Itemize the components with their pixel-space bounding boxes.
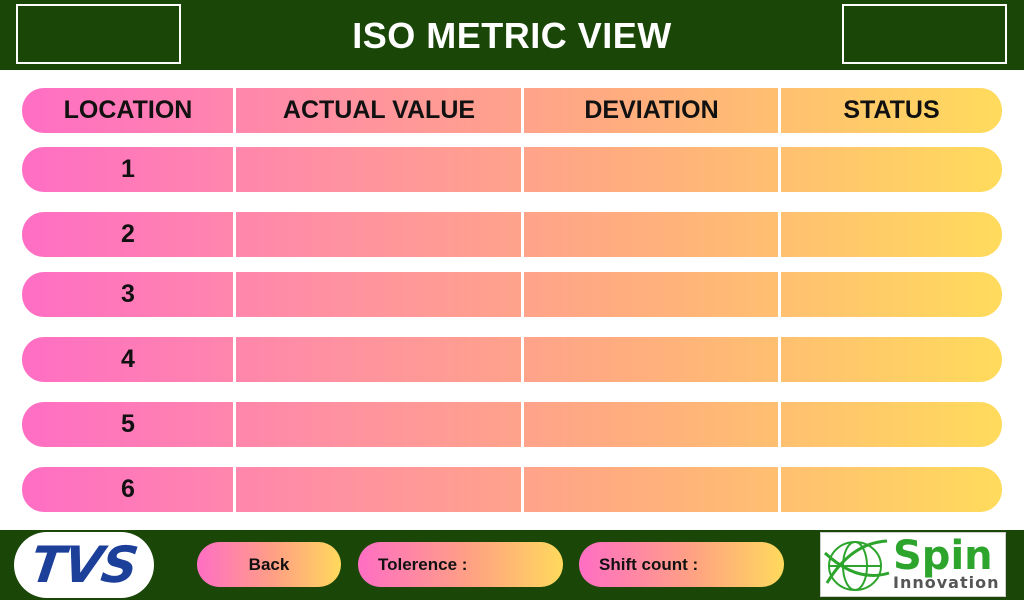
cell-location: 6: [121, 475, 135, 503]
cell-deviation: [524, 337, 779, 382]
cell-location: 2: [121, 220, 135, 248]
cell-status: [781, 147, 1002, 192]
column-separator: [778, 147, 781, 192]
table-row: 2: [22, 212, 1002, 257]
table-row: 4: [22, 337, 1002, 382]
spin-logo-text: Spin: [893, 533, 993, 579]
cell-deviation: [524, 402, 779, 447]
column-header-actual-value: ACTUAL VALUE: [282, 96, 476, 124]
back-button[interactable]: Back: [197, 542, 341, 587]
tolerance-label: Tolerence :: [378, 554, 468, 574]
column-separator: [233, 467, 236, 512]
spin-innovation-logo: Spin Innovation: [820, 532, 1006, 597]
cell-status: [781, 212, 1002, 257]
column-separator: [233, 272, 236, 317]
column-separator: [521, 467, 524, 512]
column-separator: [778, 212, 781, 257]
column-separator: [233, 212, 236, 257]
column-separator: [521, 147, 524, 192]
column-separator: [521, 272, 524, 317]
column-separator: [778, 88, 781, 133]
cell-location: 1: [121, 155, 135, 183]
column-separator: [521, 402, 524, 447]
tolerance-field[interactable]: Tolerence :: [358, 542, 563, 587]
header-right-box: [842, 4, 1007, 64]
table-header-row: LOCATION ACTUAL VALUE DEVIATION STATUS: [22, 88, 1002, 133]
cell-actual-value: [236, 337, 522, 382]
shift-count-label: Shift count :: [599, 554, 699, 574]
cell-deviation: [524, 212, 779, 257]
header-left-box: [16, 4, 181, 64]
table-row: 3: [22, 272, 1002, 317]
cell-status: [781, 272, 1002, 317]
cell-actual-value: [236, 402, 522, 447]
cell-actual-value: [236, 147, 522, 192]
column-separator: [233, 88, 236, 133]
cell-deviation: [524, 147, 779, 192]
column-separator: [778, 337, 781, 382]
header-bar: ISO METRIC VIEW: [0, 0, 1024, 70]
globe-icon: [823, 539, 890, 591]
cell-deviation: [524, 467, 779, 512]
table-row: 5: [22, 402, 1002, 447]
cell-actual-value: [236, 272, 522, 317]
cell-location: 3: [121, 280, 135, 308]
column-separator: [233, 337, 236, 382]
shift-count-field[interactable]: Shift count :: [579, 542, 784, 587]
cell-location: 5: [121, 410, 135, 438]
page-title: ISO METRIC VIEW: [352, 15, 672, 56]
back-button-label: Back: [248, 554, 290, 574]
column-separator: [778, 402, 781, 447]
column-header-status: STATUS: [843, 96, 940, 124]
cell-actual-value: [236, 467, 522, 512]
column-header-location: LOCATION: [63, 96, 193, 124]
column-separator: [233, 402, 236, 447]
cell-status: [781, 337, 1002, 382]
cell-location: 4: [121, 345, 135, 373]
table-row: 6: [22, 467, 1002, 512]
column-header-deviation: DEVIATION: [584, 96, 719, 124]
tvs-logo-text: TVS: [27, 536, 141, 594]
tvs-logo: TVS: [14, 532, 154, 598]
table-row: 1: [22, 147, 1002, 192]
cell-status: [781, 402, 1002, 447]
column-separator: [521, 212, 524, 257]
innovation-logo-text: Innovation: [893, 573, 1000, 592]
column-separator: [521, 337, 524, 382]
cell-status: [781, 467, 1002, 512]
column-separator: [778, 467, 781, 512]
column-separator: [521, 88, 524, 133]
column-separator: [778, 272, 781, 317]
cell-deviation: [524, 272, 779, 317]
cell-actual-value: [236, 212, 522, 257]
column-separator: [233, 147, 236, 192]
